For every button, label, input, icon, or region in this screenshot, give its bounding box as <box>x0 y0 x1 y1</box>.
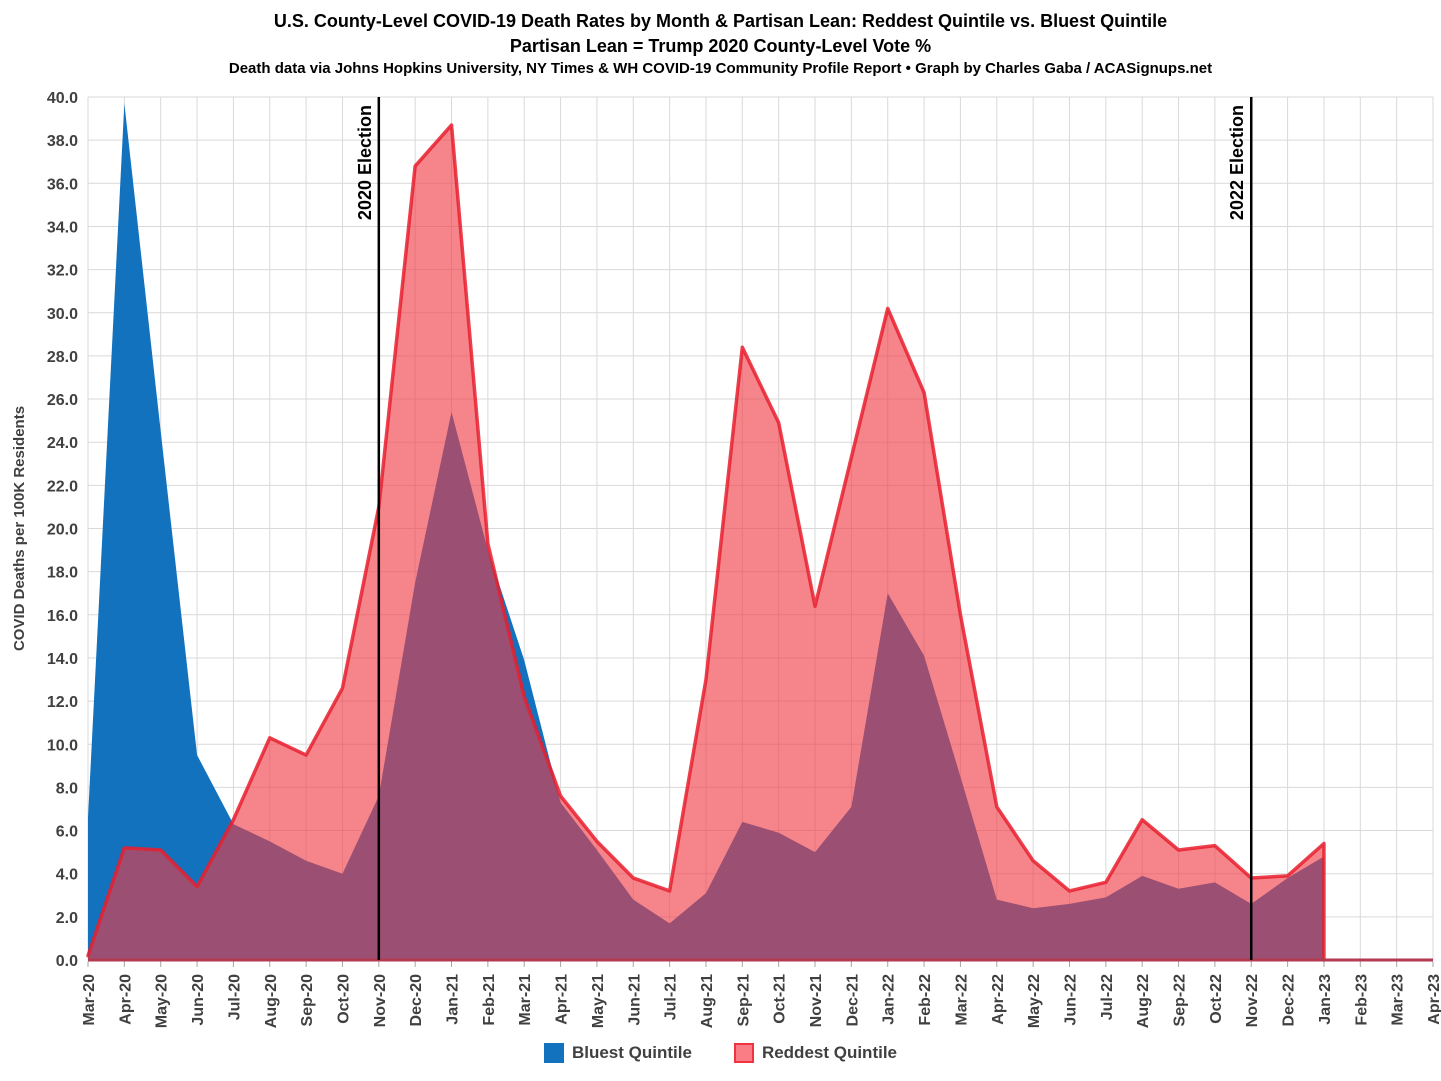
x-tick-label: Nov-21 <box>808 974 825 1027</box>
y-tick-label: 22.0 <box>47 478 78 495</box>
x-tick-label: Oct-20 <box>335 974 352 1024</box>
y-tick-label: 38.0 <box>47 133 78 150</box>
x-tick-label: Jan-22 <box>881 974 898 1025</box>
chart-title: U.S. County-Level COVID-19 Death Rates b… <box>273 11 1168 31</box>
y-tick-label: 8.0 <box>56 780 78 797</box>
x-tick-label: Sep-21 <box>735 974 752 1027</box>
y-tick-label: 32.0 <box>47 263 78 280</box>
y-tick-label: 0.0 <box>56 953 78 970</box>
chart-legend: Bluest Quintile Reddest Quintile <box>0 1043 1441 1063</box>
y-tick-label: 4.0 <box>56 867 78 884</box>
election-line-label: 2022 Election <box>1227 105 1247 220</box>
x-tick-label: Mar-20 <box>81 974 98 1026</box>
x-tick-label: Feb-22 <box>917 974 934 1026</box>
reddest-quintile-swatch-icon <box>733 1043 754 1063</box>
election-line-label: 2020 Election <box>355 105 375 220</box>
x-tick-label: Apr-22 <box>990 974 1007 1025</box>
legend-label-bluest: Bluest Quintile <box>571 1043 692 1062</box>
y-tick-label: 10.0 <box>47 737 78 754</box>
x-tick-label: May-20 <box>154 974 171 1028</box>
x-tick-label: Apr-20 <box>117 974 134 1025</box>
legend-item-reddest: Reddest Quintile <box>733 1043 898 1063</box>
x-tick-label: Jun-20 <box>190 974 207 1026</box>
y-tick-label: 18.0 <box>47 565 78 582</box>
y-tick-label: 34.0 <box>47 219 78 236</box>
x-tick-label: Aug-20 <box>263 974 280 1028</box>
x-tick-label: Feb-23 <box>1353 974 1370 1026</box>
x-tick-label: Nov-20 <box>372 974 389 1027</box>
y-tick-label: 6.0 <box>56 824 78 841</box>
x-tick-label: Jun-21 <box>626 974 643 1026</box>
y-tick-label: 28.0 <box>47 349 78 366</box>
reddest-quintile-area <box>88 125 1324 961</box>
x-tick-label: Mar-23 <box>1390 974 1407 1026</box>
y-tick-label: 24.0 <box>47 435 78 452</box>
x-tick-label: Feb-21 <box>481 974 498 1026</box>
y-axis-title: COVID Deaths per 100K Residents <box>11 406 28 651</box>
legend-label-reddest: Reddest Quintile <box>761 1043 898 1062</box>
y-tick-label: 12.0 <box>47 694 78 711</box>
x-tick-label: Jan-21 <box>445 974 462 1025</box>
x-tick-label: Aug-22 <box>1135 974 1152 1028</box>
x-tick-label: Jul-20 <box>226 974 243 1020</box>
y-tick-label: 14.0 <box>47 651 78 668</box>
chart-title-block: U.S. County-Level COVID-19 Death Rates b… <box>0 8 1441 79</box>
x-tick-label: Oct-22 <box>1208 974 1225 1024</box>
x-tick-label: Mar-21 <box>517 974 534 1026</box>
x-tick-label: Jan-23 <box>1317 974 1334 1025</box>
y-tick-label: 2.0 <box>56 910 78 927</box>
x-tick-label: Dec-20 <box>408 974 425 1027</box>
x-tick-label: Mar-22 <box>953 974 970 1026</box>
x-tick-label: May-22 <box>1026 974 1043 1028</box>
reddest-quintile-line <box>86 123 1326 962</box>
x-tick-label: Nov-22 <box>1244 974 1261 1027</box>
x-tick-label: Apr-21 <box>554 974 571 1025</box>
x-tick-label: Sep-20 <box>299 974 316 1027</box>
x-tick-label: Jul-21 <box>663 974 680 1020</box>
y-tick-label: 40.0 <box>47 90 78 107</box>
x-tick-label: May-21 <box>590 974 607 1028</box>
x-tick-label: Dec-21 <box>844 974 861 1027</box>
y-tick-label: 36.0 <box>47 176 78 193</box>
y-tick-label: 16.0 <box>47 608 78 625</box>
y-tick-label: 20.0 <box>47 522 78 539</box>
x-tick-label: Dec-22 <box>1281 974 1298 1027</box>
x-tick-label: Jul-22 <box>1099 974 1116 1020</box>
x-tick-label: Oct-21 <box>772 974 789 1024</box>
x-tick-label: Jun-22 <box>1062 974 1079 1026</box>
x-tick-label: Aug-21 <box>699 974 716 1028</box>
y-tick-label: 30.0 <box>47 306 78 323</box>
chart-subtitle: Partisan Lean = Trump 2020 County-Level … <box>509 36 932 56</box>
chart-source-credit: Death data via Johns Hopkins University,… <box>228 60 1213 77</box>
legend-item-bluest: Bluest Quintile <box>543 1043 692 1063</box>
bluest-quintile-swatch-icon <box>543 1043 564 1063</box>
y-tick-label: 26.0 <box>47 392 78 409</box>
x-tick-label: Sep-22 <box>1172 974 1189 1027</box>
x-tick-label: Apr-23 <box>1426 974 1441 1025</box>
